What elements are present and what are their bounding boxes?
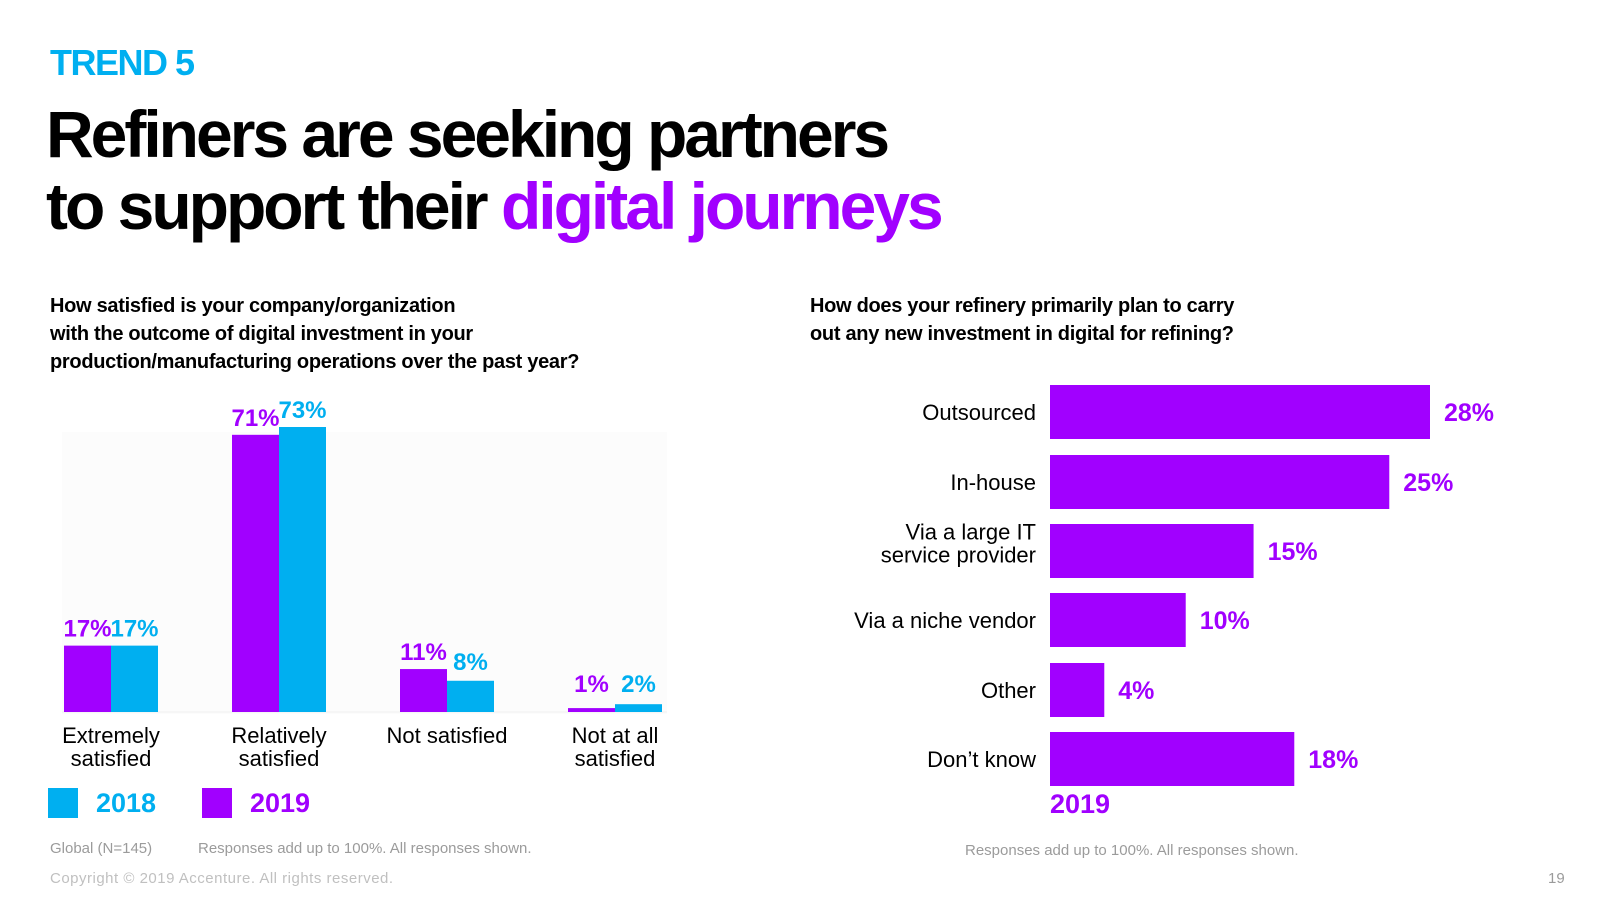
category-label-0-1: satisfied [71,746,152,771]
data-label-2018-2: 8% [453,649,488,676]
data-label-2018-3: 2% [621,671,656,698]
data-label-2019-1: 71% [231,405,279,432]
data-label-2019-2: 11% [400,639,447,666]
hbar-category-label-4-0: Other [981,678,1036,703]
left-responses-note: Responses add up to 100%. All responses … [198,840,532,857]
bar-2018-0 [111,645,158,712]
category-label-3-0: Not at all [572,723,659,748]
hbar-category-label-3-0: Via a niche vendor [854,608,1036,633]
left-question-line2: with the outcome of digital investment i… [50,323,473,345]
hbar-0 [1050,385,1430,439]
data-label-2018-0: 17% [110,616,158,643]
bar-2018-3 [615,704,662,712]
hbar-category-label-5-0: Don’t know [927,747,1036,772]
data-label-2019-0: 17% [63,616,111,643]
bar-2019-0 [64,645,111,712]
hbar-1 [1050,455,1390,509]
bar-2019-1 [232,434,279,712]
hbar-value-label-4: 4% [1118,677,1154,705]
hbar-2 [1050,524,1254,578]
category-label-1-0: Relatively [231,723,326,748]
hbar-5 [1050,732,1295,786]
hbar-4 [1050,663,1105,717]
category-label-3-1: satisfied [575,746,656,771]
headline-line2-plain: to support their [46,169,501,243]
sample-size-note: Global (N=145) [50,840,153,857]
category-label-1-1: satisfied [239,746,320,771]
legend-swatch-2018 [48,788,78,818]
right-responses-note: Responses add up to 100%. All responses … [965,842,1299,859]
bar-2018-1 [279,427,326,712]
data-label-2019-3: 1% [574,671,609,698]
hbar-value-label-5: 18% [1308,746,1358,774]
hbar-category-label-1-0: In-house [950,470,1036,495]
right-chart-question: How does your refinery primarily plan to… [810,292,1350,348]
left-chart-question: How satisfied is your company/organizati… [50,292,690,376]
hbar-value-label-0: 28% [1444,399,1494,427]
page-number: 19 [1548,870,1565,887]
bar-2019-3 [568,708,615,712]
right-chart-year-label: 2019 [1050,789,1111,819]
left-question-line1: How satisfied is your company/organizati… [50,295,456,317]
hbar-value-label-1: 25% [1403,469,1453,497]
legend-label-2018: 2018 [96,788,157,818]
bar-2018-2 [447,680,494,712]
hbar-value-label-3: 10% [1200,607,1250,635]
hbar-value-label-2: 15% [1268,538,1318,566]
headline-line1: Refiners are seeking partners [46,97,890,171]
right-question-line2: out any new investment in digital for re… [810,323,1234,345]
copyright: Copyright © 2019 Accenture. All rights r… [50,870,394,887]
category-label-2-0: Not satisfied [386,723,507,748]
plot-area [62,432,667,714]
right-question-line1: How does your refinery primarily plan to… [810,295,1235,317]
hbar-category-label-2-0: Via a large IT [906,520,1036,545]
category-label-0-0: Extremely [62,723,160,748]
data-label-2018-1: 73% [278,397,326,424]
left-question-line3: production/manufacturing operations over… [50,351,580,373]
hbar-category-label-2-1: service provider [881,543,1036,568]
hbar-3 [1050,593,1186,647]
bar-2019-2 [400,669,447,712]
page-title: Refiners are seeking partners to support… [46,97,944,243]
headline-line2-accent: digital journeys [500,169,944,243]
legend-swatch-2019 [202,788,232,818]
hbar-category-label-0-0: Outsourced [922,400,1036,425]
legend-label-2019: 2019 [250,788,311,818]
trend-label: TREND 5 [50,42,195,83]
